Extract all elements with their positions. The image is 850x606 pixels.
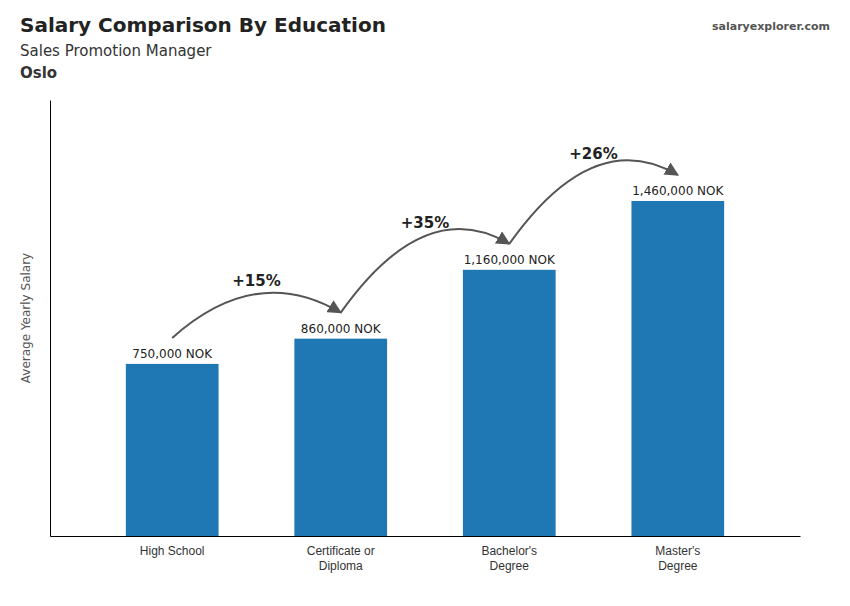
data-label: 1,160,000 NOK	[464, 253, 556, 267]
arrow	[172, 293, 341, 338]
x-axis: High School Certificate orDiploma Bachelor…	[51, 536, 801, 573]
tick: Master'sDegree	[655, 536, 700, 573]
source: salaryexplorer.com	[712, 20, 830, 33]
subtitle: Sales Promotion Manager	[20, 42, 212, 60]
annotations: +15% +35% +26%	[172, 145, 678, 338]
tick-label: Master'sDegree	[655, 544, 700, 574]
location: Oslo	[20, 64, 57, 82]
tick-label: Bachelor'sDegree	[481, 544, 537, 574]
chart: Salary Comparison By Education Sales Prom…	[0, 0, 850, 606]
axis-line	[51, 536, 801, 537]
arrow	[509, 160, 678, 244]
tick: High School	[140, 536, 205, 558]
tick: Bachelor'sDegree	[481, 536, 537, 573]
y-axis	[50, 101, 51, 537]
annotation: +15%	[232, 272, 280, 290]
data-label: 750,000 NOK	[132, 347, 213, 361]
axis-line	[50, 101, 51, 537]
tick-label: High School	[140, 544, 205, 558]
plot: High School Certificate orDiploma Bachelor…	[19, 101, 801, 574]
bar	[631, 201, 724, 536]
bar	[294, 339, 387, 536]
annotation: +35%	[401, 214, 449, 232]
arrow	[341, 229, 510, 313]
y-axis-title: Average Yearly Salary	[19, 253, 33, 383]
data-label: 860,000 NOK	[301, 322, 382, 336]
title: Salary Comparison By Education	[20, 13, 386, 37]
tick-label: Certificate orDiploma	[307, 544, 375, 574]
data-labels: 750,000 NOK 860,000 NOK 1,160,000 NOK 1,460…	[132, 184, 724, 361]
bar	[126, 364, 219, 536]
bar	[463, 270, 556, 536]
tick: Certificate orDiploma	[307, 536, 375, 573]
annotation: +26%	[569, 145, 617, 163]
data-label: 1,460,000 NOK	[632, 184, 724, 198]
bars	[126, 201, 724, 536]
